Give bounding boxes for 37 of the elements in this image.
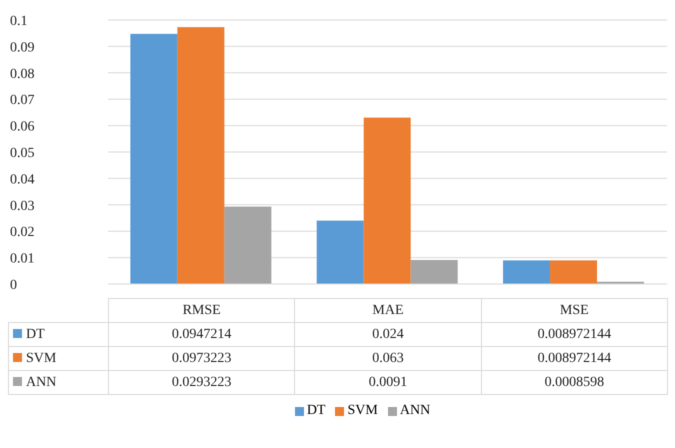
data-label: 0.008972144	[481, 322, 668, 346]
bar	[130, 34, 178, 284]
y-tick-label: 0.03	[10, 198, 34, 214]
y-tick-label: 0.09	[10, 40, 34, 56]
bar	[316, 220, 364, 284]
y-tick-label: 0.1	[10, 14, 28, 29]
data-label: 0.008972144	[481, 346, 668, 370]
bar	[364, 118, 411, 284]
text: ANN	[26, 374, 56, 390]
bar	[224, 206, 272, 284]
data-label: 0.0947214	[108, 322, 295, 346]
bar	[410, 260, 458, 284]
text: DT	[306, 403, 326, 418]
legend-label: DT	[8, 322, 108, 346]
y-tick-label: 0.06	[10, 120, 34, 135]
bar	[177, 27, 224, 284]
legend-label: ANN	[398, 403, 430, 419]
x-tick-label: MAE	[294, 298, 482, 322]
legend-label: SVM	[346, 403, 378, 419]
text: SVM	[26, 350, 56, 366]
data-label: 0.0091	[294, 370, 482, 394]
y-tick-label: 0.04	[10, 172, 34, 188]
y-tick-label: 0.01	[10, 252, 34, 267]
y-tick-label: 0.07	[10, 93, 34, 108]
y-tick-label: 0.08	[10, 66, 34, 82]
x-tick-label: RMSE	[108, 298, 295, 322]
data-label: 0.024	[294, 322, 482, 346]
y-tick-label: 0.02	[10, 225, 34, 240]
y-tick-label: 0	[10, 278, 17, 293]
data-label: 0.063	[294, 346, 482, 370]
bar	[503, 260, 550, 284]
data-label: 0.0293223	[108, 370, 295, 394]
bar	[550, 260, 598, 284]
x-tick-label: MSE	[481, 298, 668, 322]
data-label: 0.0973223	[108, 346, 295, 370]
data-label: 0.0008598	[481, 370, 668, 394]
y-tick-label: 0.05	[10, 146, 34, 161]
